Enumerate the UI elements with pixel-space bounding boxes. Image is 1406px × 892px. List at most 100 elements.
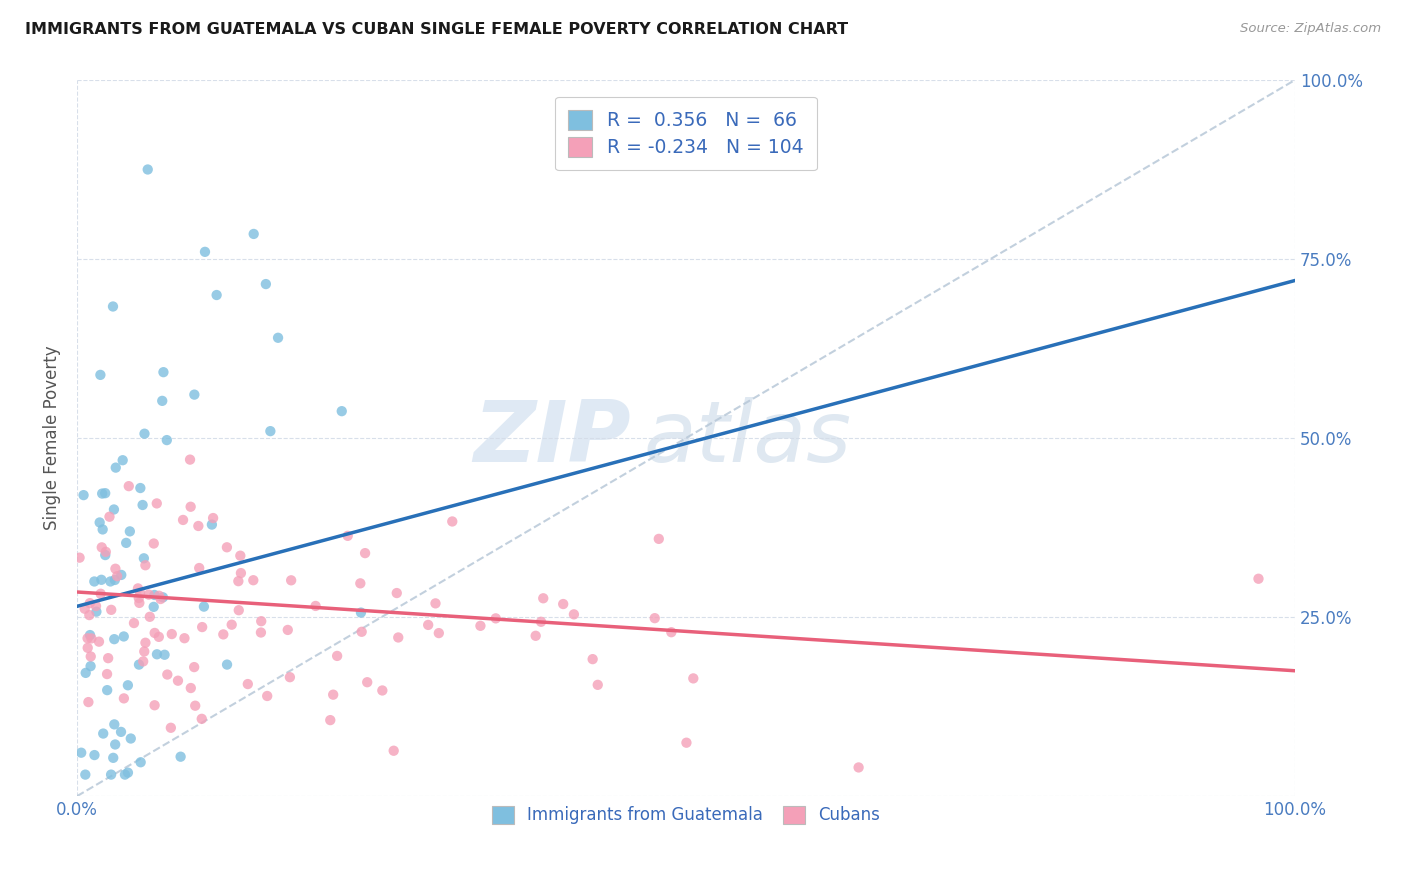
Point bbox=[553, 597, 575, 611]
Point bbox=[91, 486, 114, 500]
Point bbox=[76, 640, 98, 655]
Point bbox=[80, 632, 103, 646]
Point bbox=[94, 545, 117, 559]
Point bbox=[100, 603, 122, 617]
Point bbox=[250, 625, 273, 640]
Point bbox=[89, 516, 111, 530]
Point bbox=[242, 227, 264, 241]
Point bbox=[83, 574, 105, 589]
Point bbox=[69, 550, 91, 565]
Point bbox=[190, 712, 212, 726]
Point bbox=[94, 548, 117, 562]
Point bbox=[79, 596, 101, 610]
Point bbox=[201, 517, 224, 532]
Text: ZIP: ZIP bbox=[474, 397, 631, 480]
Point bbox=[336, 529, 359, 543]
Point bbox=[644, 611, 666, 625]
Point bbox=[586, 678, 609, 692]
Point bbox=[128, 657, 150, 672]
Point bbox=[326, 648, 349, 663]
Point bbox=[129, 756, 152, 770]
Point bbox=[129, 481, 152, 495]
Point bbox=[90, 541, 112, 555]
Point bbox=[96, 667, 118, 681]
Point bbox=[385, 586, 408, 600]
Point bbox=[120, 731, 142, 746]
Point bbox=[84, 599, 107, 613]
Point bbox=[179, 452, 201, 467]
Point bbox=[382, 744, 405, 758]
Point bbox=[659, 625, 682, 640]
Point bbox=[530, 615, 553, 629]
Point bbox=[221, 617, 243, 632]
Point bbox=[350, 606, 373, 620]
Point bbox=[1247, 572, 1270, 586]
Point bbox=[122, 615, 145, 630]
Point bbox=[118, 524, 141, 539]
Point bbox=[134, 426, 156, 441]
Point bbox=[105, 569, 128, 583]
Point bbox=[146, 496, 169, 510]
Point bbox=[228, 603, 250, 617]
Point bbox=[229, 566, 252, 580]
Point bbox=[100, 574, 122, 589]
Point bbox=[134, 558, 156, 573]
Point bbox=[675, 736, 697, 750]
Point bbox=[427, 626, 450, 640]
Point bbox=[184, 698, 207, 713]
Point bbox=[87, 634, 110, 648]
Point bbox=[132, 551, 155, 566]
Point bbox=[156, 433, 179, 447]
Point bbox=[524, 629, 547, 643]
Point bbox=[96, 683, 118, 698]
Point bbox=[115, 536, 138, 550]
Point bbox=[441, 515, 464, 529]
Point bbox=[425, 596, 447, 610]
Point bbox=[111, 453, 134, 467]
Point bbox=[183, 660, 205, 674]
Point bbox=[139, 609, 162, 624]
Point bbox=[94, 486, 117, 500]
Point bbox=[128, 591, 150, 605]
Point bbox=[143, 698, 166, 713]
Point bbox=[278, 670, 301, 684]
Point bbox=[212, 627, 235, 641]
Point bbox=[682, 672, 704, 686]
Point bbox=[89, 368, 111, 382]
Point bbox=[167, 673, 190, 688]
Point bbox=[136, 162, 159, 177]
Point bbox=[470, 619, 492, 633]
Point bbox=[103, 632, 125, 647]
Point bbox=[117, 678, 139, 692]
Point bbox=[72, 488, 94, 502]
Point bbox=[267, 331, 290, 345]
Point bbox=[194, 244, 217, 259]
Point bbox=[132, 654, 155, 668]
Point bbox=[236, 677, 259, 691]
Point bbox=[160, 627, 183, 641]
Point bbox=[485, 611, 508, 625]
Point bbox=[188, 561, 211, 575]
Point bbox=[152, 365, 174, 379]
Text: Source: ZipAtlas.com: Source: ZipAtlas.com bbox=[1240, 22, 1381, 36]
Point bbox=[350, 624, 373, 639]
Point bbox=[242, 573, 264, 587]
Point bbox=[104, 738, 127, 752]
Point bbox=[112, 691, 135, 706]
Point bbox=[193, 599, 215, 614]
Text: atlas: atlas bbox=[644, 397, 852, 480]
Point bbox=[104, 573, 127, 587]
Point bbox=[127, 582, 149, 596]
Point bbox=[173, 631, 195, 645]
Point bbox=[229, 549, 252, 563]
Point bbox=[80, 649, 103, 664]
Point bbox=[112, 630, 135, 644]
Point bbox=[86, 605, 108, 619]
Point bbox=[228, 574, 250, 589]
Point bbox=[648, 532, 671, 546]
Point bbox=[79, 659, 101, 673]
Point bbox=[280, 574, 302, 588]
Point bbox=[156, 667, 179, 681]
Point bbox=[354, 546, 377, 560]
Point bbox=[172, 513, 194, 527]
